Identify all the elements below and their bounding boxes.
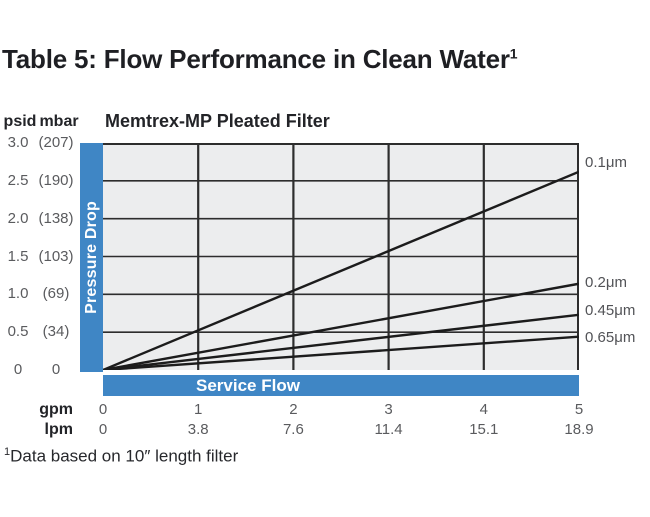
y-tick-mbar: (138)	[38, 209, 74, 227]
x-tick-gpm: 0	[98, 401, 108, 418]
y-tick-row: 0.5 (34)	[0, 323, 88, 341]
y-tick-mbar: (34)	[42, 323, 70, 341]
x-tick-gpm: 4	[479, 401, 488, 418]
series-line-0.65μm	[103, 335, 579, 370]
x-tick-lpm: 0	[98, 421, 108, 438]
y-tick-row: 1.0 (69)	[0, 285, 88, 303]
y-tick-mbar: (207)	[38, 134, 74, 151]
x-tick-lpm: 3.8	[187, 421, 209, 438]
series-label-0.2μm: 0.2μm	[585, 273, 627, 291]
service-flow-axis-bar: Service Flow	[103, 375, 579, 396]
x-tick-lpm: 15.1	[469, 421, 499, 438]
y-tick-row: 2.0 (138)	[0, 210, 88, 228]
y-tick-psid: 2.0	[7, 209, 29, 227]
x-tick-gpm: 3	[384, 401, 393, 418]
y-tick-row: 3.0 (207)	[0, 134, 88, 152]
y-tick-psid: 1.0	[7, 285, 29, 303]
x-tick-gpm: 1	[194, 401, 203, 418]
x-tick-lpm: 7.6	[282, 421, 304, 438]
y-tick-psid: 1.5	[7, 247, 29, 265]
x-tick-gpm: 5	[574, 401, 584, 418]
page-title: Table 5: Flow Performance in Clean Water…	[2, 44, 518, 75]
y-tick-psid: 0.5	[7, 323, 29, 341]
y-tick-psid: 0	[13, 361, 23, 378]
footnote: 1Data based on 10″ length filter	[4, 446, 238, 467]
series-line-0.45μm	[103, 313, 579, 370]
footnote-superscript: 1	[4, 446, 11, 458]
series-label-0.1μm: 0.1μm	[585, 153, 627, 171]
y-unit-psid: psid	[3, 113, 37, 130]
y-tick-row: 1.5 (103)	[0, 248, 88, 266]
y-unit-mbar: mbar	[39, 113, 79, 130]
y-tick-mbar: (103)	[38, 247, 74, 265]
plot-area	[103, 143, 579, 370]
lpm-row-header: lpm	[44, 421, 73, 438]
x-tick-lpm: 11.4	[374, 421, 403, 438]
y-tick-mbar: (69)	[42, 285, 70, 303]
footnote-text: Data based on 10″ length filter	[10, 446, 239, 466]
x-tick-gpm: 2	[289, 401, 298, 418]
gpm-row-header: gpm	[39, 401, 73, 418]
y-tick-row: 2.5 (190)	[0, 172, 88, 190]
chart-subtitle: Memtrex-MP Pleated Filter	[105, 111, 330, 131]
series-label-0.65μm: 0.65μm	[585, 328, 636, 346]
page-title-text: Table 5: Flow Performance in Clean Water	[2, 44, 510, 74]
page-title-superscript: 1	[509, 45, 518, 62]
flow-performance-line-chart	[103, 143, 579, 370]
y-tick-psid: 3.0	[7, 134, 29, 151]
y-tick-psid: 2.5	[7, 171, 29, 189]
series-line-0.1μm	[103, 170, 579, 370]
y-tick-mbar: (190)	[38, 171, 74, 189]
y-axis-title: Pressure Drop	[82, 201, 100, 314]
pressure-drop-axis-bar: Pressure Drop	[80, 143, 103, 372]
series-line-0.2μm	[103, 282, 579, 370]
series-label-0.45μm: 0.45μm	[585, 301, 636, 319]
y-tick-mbar: 0	[51, 361, 61, 378]
x-axis-title: Service Flow	[196, 376, 300, 395]
x-tick-lpm: 18.9	[564, 421, 594, 438]
